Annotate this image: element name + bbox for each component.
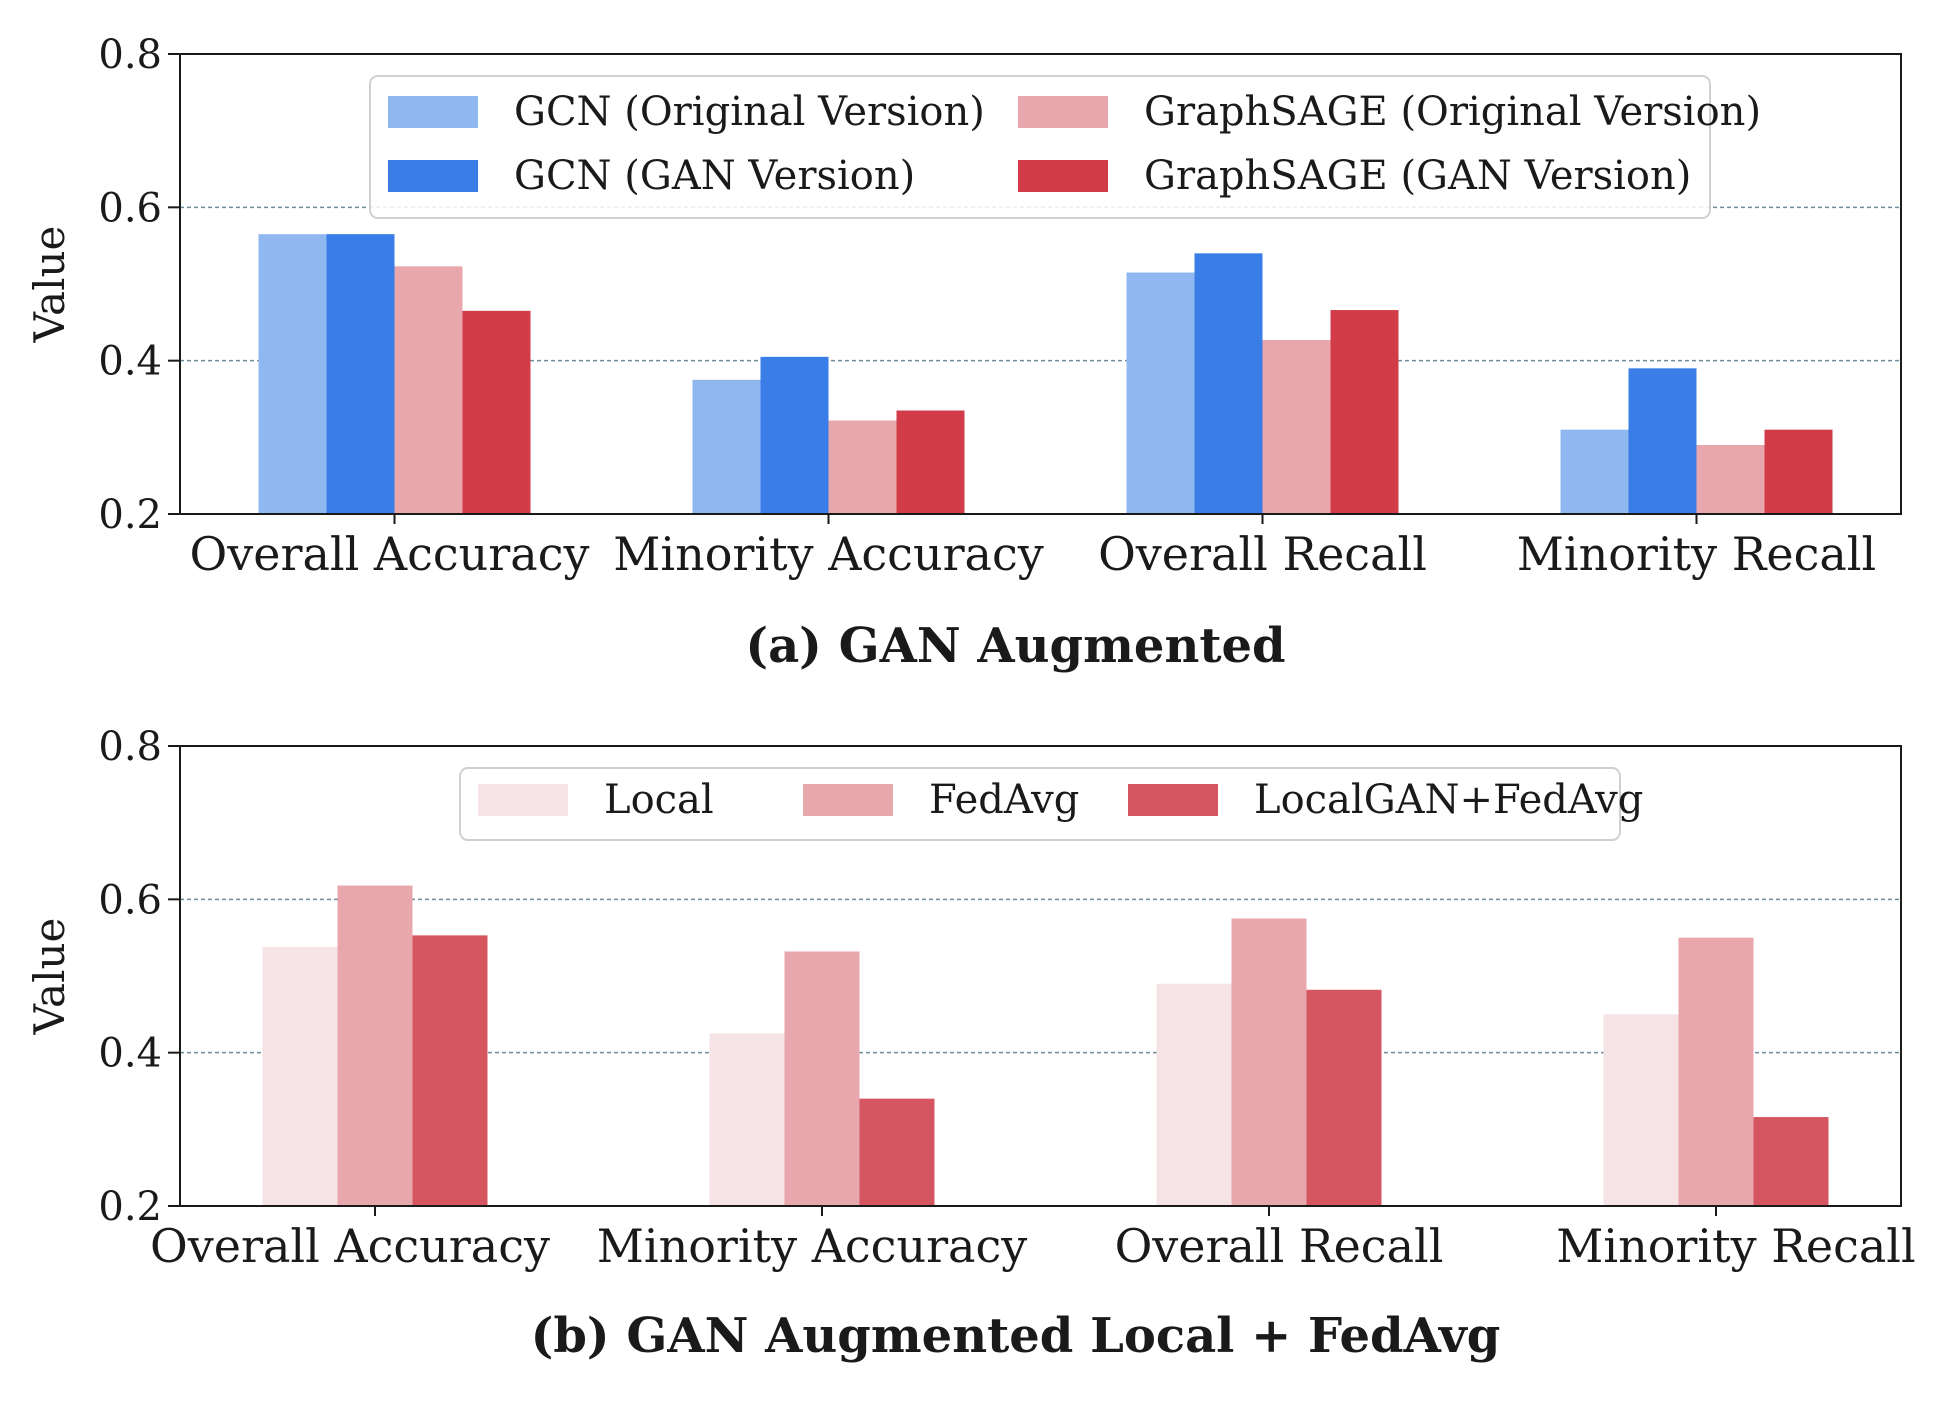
legend: Local FedAvg LocalGAN+FedAvg xyxy=(459,767,1643,841)
bar-local-minority-accuracy xyxy=(709,1033,785,1206)
bar-localgan-fedavg-overall-accuracy xyxy=(412,935,488,1206)
category-label: Overall Accuracy xyxy=(150,1219,550,1273)
plot-frame xyxy=(179,745,1902,1207)
legend-label: GCN (Original Version) xyxy=(514,89,985,135)
y-tick-label: 0.6 xyxy=(98,185,162,231)
bar-gcn-gan-version--minority-accuracy xyxy=(760,356,829,514)
bar-graphsage-gan-version--minority-accuracy xyxy=(896,410,965,514)
bar-local-overall-accuracy xyxy=(262,946,338,1206)
bar-graphsage-original-version--minority-recall xyxy=(1696,445,1765,514)
legend-label: GraphSAGE (Original Version) xyxy=(1144,89,1761,135)
legend-label: LocalGAN+FedAvg xyxy=(1254,777,1643,823)
category-label: Minority Accuracy xyxy=(613,527,1043,581)
bar-gcn-gan-version--overall-recall xyxy=(1194,253,1263,515)
category-label: Minority Recall xyxy=(1517,527,1876,581)
legend-label: FedAvg xyxy=(929,777,1079,823)
bar-local-overall-recall xyxy=(1156,983,1232,1206)
chart-panel-b: 0.2 0.4 0.6 0.8 Overall Accuracy Minority Acc… xyxy=(25,724,1916,1364)
bar-graphsage-original-version--minority-accuracy xyxy=(828,420,897,514)
y-tick-label: 0.8 xyxy=(98,724,162,770)
legend-label: GraphSAGE (GAN Version) xyxy=(1144,153,1691,199)
bar-fedavg-overall-accuracy xyxy=(337,885,413,1206)
bar-localgan-fedavg-minority-recall xyxy=(1753,1117,1829,1206)
legend-label: GCN (GAN Version) xyxy=(514,153,915,199)
category-label: Overall Recall xyxy=(1115,1219,1444,1273)
category-label: Overall Accuracy xyxy=(190,527,590,581)
bar-graphsage-original-version--overall-accuracy xyxy=(394,266,463,514)
legend-box xyxy=(369,75,1711,219)
chart-panel-a: 0.2 0.4 0.6 0.8 Overall Accuracy Minority Acc… xyxy=(25,32,1902,674)
legend: GCN (Original Version) GCN (GAN Version) G… xyxy=(369,75,1761,219)
y-axis-label: Value xyxy=(25,918,74,1036)
legend-swatch xyxy=(1018,96,1108,128)
y-tick-label: 0.8 xyxy=(98,32,162,78)
y-tick-label: 0.2 xyxy=(98,492,162,538)
category-label: Overall Recall xyxy=(1098,527,1427,581)
plot-frame xyxy=(179,53,1902,515)
chart-caption: (a) GAN Augmented xyxy=(745,618,1285,674)
legend-swatch xyxy=(388,96,478,128)
legend-swatch xyxy=(803,784,893,816)
bar-gcn-original-version--overall-recall xyxy=(1126,272,1195,514)
bar-fedavg-minority-recall xyxy=(1678,937,1754,1206)
bar-gcn-gan-version--minority-recall xyxy=(1628,368,1697,514)
y-tick-label: 0.2 xyxy=(98,1184,162,1230)
legend-label: Local xyxy=(604,777,714,823)
y-tick-label: 0.4 xyxy=(98,339,162,385)
y-axis-label: Value xyxy=(25,226,74,344)
bar-gcn-original-version--minority-recall xyxy=(1560,429,1629,514)
legend-swatch xyxy=(1128,784,1218,816)
category-label: Minority Accuracy xyxy=(597,1219,1027,1273)
bar-localgan-fedavg-minority-accuracy xyxy=(859,1098,935,1206)
legend-swatch xyxy=(1018,160,1108,192)
bar-localgan-fedavg-overall-recall xyxy=(1306,989,1382,1206)
bar-gcn-original-version--overall-accuracy xyxy=(258,234,327,514)
bar-fedavg-overall-recall xyxy=(1231,918,1307,1206)
bar-fedavg-minority-accuracy xyxy=(784,951,860,1206)
bar-graphsage-gan-version--minority-recall xyxy=(1764,429,1833,514)
bar-graphsage-original-version--overall-recall xyxy=(1262,339,1331,514)
category-label: Minority Recall xyxy=(1556,1219,1915,1273)
legend-swatch xyxy=(388,160,478,192)
chart-caption: (b) GAN Augmented Local + FedAvg xyxy=(531,1308,1501,1364)
legend-box xyxy=(459,767,1621,841)
y-tick-label: 0.4 xyxy=(98,1031,162,1077)
bar-graphsage-gan-version--overall-accuracy xyxy=(462,310,531,514)
bar-graphsage-gan-version--overall-recall xyxy=(1330,310,1399,514)
y-tick-label: 0.6 xyxy=(98,877,162,923)
bar-gcn-original-version--minority-accuracy xyxy=(692,379,761,514)
bar-gcn-gan-version--overall-accuracy xyxy=(326,234,395,514)
bar-local-minority-recall xyxy=(1603,1014,1679,1206)
legend-swatch xyxy=(478,784,568,816)
